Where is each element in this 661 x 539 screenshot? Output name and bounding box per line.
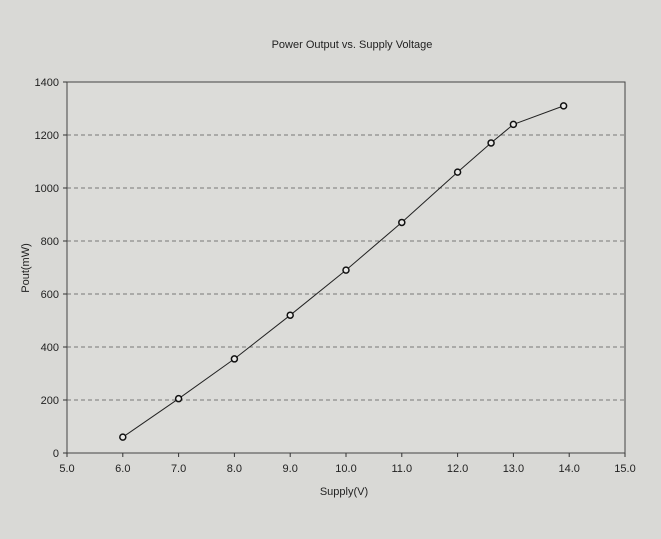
y-tick-label: 200	[41, 395, 59, 407]
y-tick-label: 0	[53, 448, 59, 460]
x-tick-label: 9.0	[283, 463, 298, 475]
series-line	[122, 105, 564, 438]
data-point	[509, 120, 518, 129]
data-point	[559, 102, 568, 110]
y-tick-label: 1200	[35, 130, 59, 142]
data-point	[487, 139, 495, 147]
x-tick-label: 10.0	[335, 463, 356, 475]
x-axis-label: Supply(V)	[320, 486, 368, 498]
x-tick-label: 14.0	[558, 463, 579, 475]
x-tick-label: 5.0	[59, 463, 74, 475]
data-point	[453, 168, 462, 176]
y-tick-label: 1400	[35, 77, 59, 89]
y-tick-label: 400	[41, 342, 59, 354]
data-point	[286, 311, 294, 319]
x-tick-label: 13.0	[503, 463, 524, 475]
y-tick-label: 800	[41, 236, 59, 248]
y-tick-label: 600	[41, 289, 59, 301]
data-point	[174, 394, 183, 403]
x-tick-label: 15.0	[614, 463, 635, 475]
y-axis-label: Pout(mW)	[20, 243, 32, 293]
y-tick-label: 1000	[35, 183, 59, 195]
chart-title: Power Output vs. Supply Voltage	[272, 39, 433, 51]
x-tick-label: 12.0	[447, 463, 468, 475]
x-tick-label: 8.0	[227, 463, 242, 475]
data-point	[230, 355, 239, 363]
x-tick-label: 11.0	[392, 463, 413, 475]
data-point	[342, 266, 350, 274]
data-point	[398, 218, 406, 227]
data-point	[119, 433, 127, 441]
x-tick-label: 6.0	[115, 463, 130, 475]
x-tick-label: 7.0	[171, 463, 186, 475]
